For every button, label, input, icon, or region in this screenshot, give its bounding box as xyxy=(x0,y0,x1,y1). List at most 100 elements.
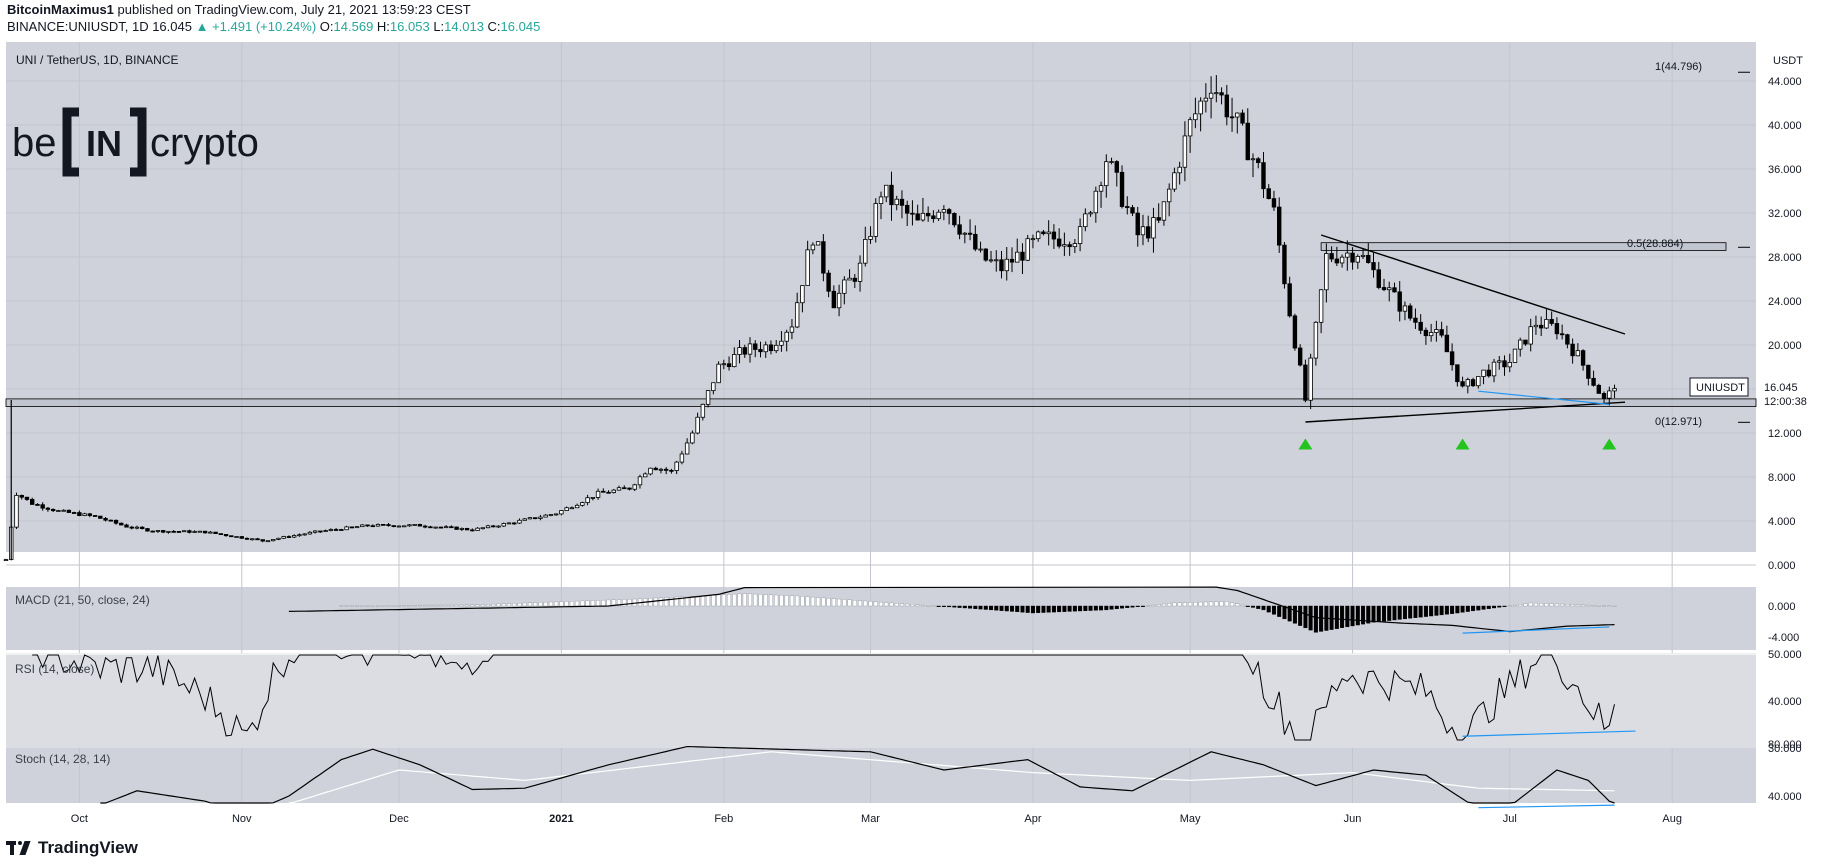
macd-histogram-bar xyxy=(1193,602,1198,607)
macd-histogram-bar xyxy=(1146,605,1151,607)
candle-body xyxy=(1402,305,1408,312)
candle-body xyxy=(1465,379,1471,387)
candle-body xyxy=(1434,329,1439,333)
macd-histogram-bar xyxy=(1502,605,1507,608)
candle-body xyxy=(255,538,260,541)
macd-histogram-bar xyxy=(1397,605,1402,620)
candle-body xyxy=(941,209,947,213)
candle-body xyxy=(695,416,700,434)
candle-body xyxy=(187,530,192,533)
candle-body xyxy=(422,525,428,528)
candle-body xyxy=(496,525,501,528)
macd-histogram-bar xyxy=(831,598,836,607)
macd-histogram-bar xyxy=(962,605,967,609)
time-tick-label: Jun xyxy=(1344,813,1362,825)
last-price-tag xyxy=(1758,378,1820,410)
macd-histogram-bar xyxy=(438,604,443,607)
macd-histogram-bar xyxy=(1612,605,1617,608)
candle-body xyxy=(622,487,627,490)
macd-histogram-bar xyxy=(522,602,527,607)
candle-body xyxy=(271,539,276,542)
candle-body xyxy=(1015,251,1020,263)
macd-histogram-bar xyxy=(810,596,815,607)
candle-body xyxy=(155,530,161,532)
candle-body xyxy=(92,515,98,517)
macd-histogram-bar xyxy=(1135,605,1140,608)
macd-histogram-bar xyxy=(873,601,878,607)
price-tick-label: 4.000 xyxy=(1768,516,1796,528)
macd-pane xyxy=(6,587,1756,650)
macd-histogram-bar xyxy=(658,597,663,607)
time-tick-label: May xyxy=(1180,813,1201,825)
price-tick-label: 12.000 xyxy=(1768,428,1802,440)
candle-body xyxy=(543,514,548,518)
price-divergence-line xyxy=(1478,390,1610,405)
macd-histogram-bar xyxy=(1292,605,1297,624)
candle-body xyxy=(66,509,72,513)
candle-body xyxy=(737,347,742,355)
macd-histogram-bar xyxy=(879,601,884,607)
candle-body xyxy=(197,530,203,533)
candle-body xyxy=(208,531,213,534)
candle-body xyxy=(417,524,423,527)
macd-histogram-bar xyxy=(774,594,779,607)
candle-body xyxy=(1208,92,1214,99)
macd-histogram-bar xyxy=(527,602,532,607)
candle-body xyxy=(370,525,375,528)
macd-histogram-bar xyxy=(837,598,842,607)
candle-body xyxy=(3,559,9,561)
candle-body xyxy=(852,277,858,282)
candle-body xyxy=(140,526,145,529)
macd-histogram-bar xyxy=(486,604,491,607)
candle-body xyxy=(1009,258,1015,263)
candle-body xyxy=(606,491,611,494)
candle-body xyxy=(1601,393,1607,399)
high-label: H: xyxy=(376,19,390,34)
macd-histogram-bar xyxy=(1602,605,1607,607)
candle-body xyxy=(1428,332,1434,337)
candle-body xyxy=(1119,171,1125,207)
macd-histogram-bar xyxy=(1156,604,1161,607)
tradingview-brand[interactable]: TradingView xyxy=(38,838,138,857)
candle-body xyxy=(1041,231,1046,235)
macd-histogram-bar xyxy=(575,600,580,607)
logo-text-right: crypto xyxy=(150,121,259,165)
macd-histogram-bar xyxy=(496,603,501,607)
macd-histogram-bar xyxy=(989,605,994,611)
candle-body xyxy=(181,530,187,533)
macd-histogram-bar xyxy=(742,593,747,607)
macd-histogram-bar xyxy=(826,598,831,607)
macd-histogram-bar xyxy=(1093,605,1098,611)
macd-histogram-bar xyxy=(905,603,910,607)
macd-histogram-bar xyxy=(915,604,920,607)
macd-histogram-bar xyxy=(1067,605,1072,612)
candle-body xyxy=(470,529,475,532)
macd-histogram-bar xyxy=(941,605,946,608)
macd-histogram-bar xyxy=(355,605,360,607)
macd-histogram-bar xyxy=(795,595,800,607)
candle-body xyxy=(1146,226,1151,239)
stoch-divergence-line xyxy=(1478,804,1615,809)
candle-body xyxy=(1277,206,1282,246)
macd-histogram-bar xyxy=(365,605,370,607)
macd-histogram-bar xyxy=(1224,601,1229,607)
candle-body xyxy=(475,527,480,531)
candle-body xyxy=(35,504,40,506)
macd-histogram-bar xyxy=(1366,605,1371,624)
macd-histogram-bar xyxy=(491,603,496,607)
candle-body xyxy=(815,241,821,246)
candle-body xyxy=(936,211,941,220)
candle-body xyxy=(580,502,585,506)
macd-histogram-bar xyxy=(1009,605,1014,612)
candle-body xyxy=(1182,135,1188,168)
price-tick-label: 8.000 xyxy=(1768,472,1796,484)
candle-body xyxy=(601,490,606,493)
macd-histogram-bar xyxy=(1057,605,1062,613)
price-tick-label: 44.000 xyxy=(1768,76,1802,88)
author-name[interactable]: BitcoinMaximus1 xyxy=(7,2,114,17)
candle-body xyxy=(1544,319,1549,329)
candle-body xyxy=(836,292,842,309)
candle-body xyxy=(1397,291,1402,312)
countdown-text: 12:00:38 xyxy=(1764,396,1807,408)
candle-body xyxy=(213,531,218,535)
